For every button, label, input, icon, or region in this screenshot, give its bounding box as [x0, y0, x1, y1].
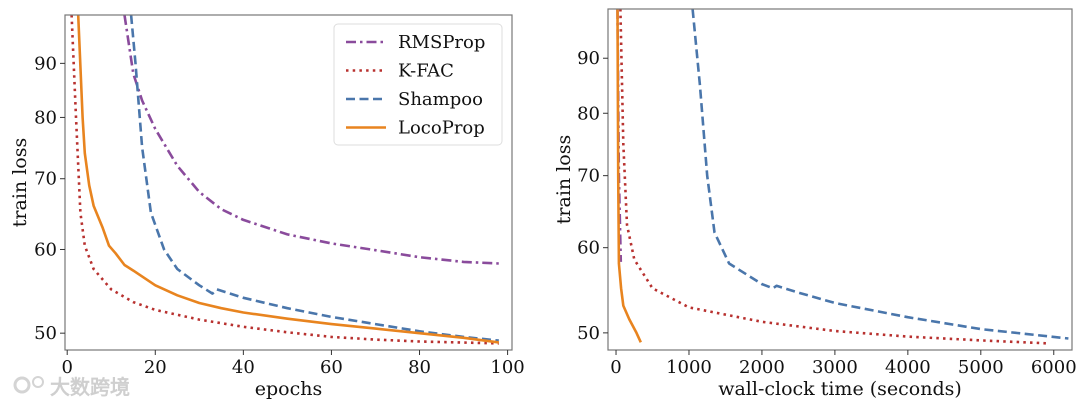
series-line-shampoo [129, 15, 499, 342]
x-axis-label: epochs [255, 378, 322, 400]
series-line-k-fac [619, 9, 1047, 345]
x-tick-label: 6000 [1031, 357, 1077, 378]
y-tick-label: 60 [577, 238, 600, 259]
x-tick-label: 5000 [958, 357, 1004, 378]
chart-2: 0 1000 2000 3000 4000 5000 6000 50 60 70 80 90 wall-… [553, 8, 1077, 400]
plot-frame [64, 14, 513, 351]
legend-label-rmsprop: RMSProp [398, 32, 485, 53]
y-axis-label: train loss [9, 138, 31, 227]
x-tick-label: 3000 [812, 357, 858, 378]
legend-box [333, 23, 503, 146]
watermark-text: 大数跨境 [50, 375, 130, 399]
y-tick-label: 90 [34, 53, 57, 74]
legend-label-k-fac: K-FAC [398, 61, 454, 82]
x-tick-label: 40 [232, 357, 255, 378]
y-tick-label: 70 [34, 169, 57, 190]
legend: RMSProp K-FAC Shampoo LocoProp [333, 23, 503, 146]
y-tick-label: 90 [577, 48, 600, 69]
x-tick-label: 60 [320, 357, 343, 378]
x-axis-label: wall-clock time (seconds) [718, 378, 962, 400]
y-tick-label: 50 [577, 323, 600, 344]
x-tick-label: 20 [144, 357, 167, 378]
legend-label-locoprop: LocoProp [398, 118, 485, 139]
y-tick-label: 70 [577, 166, 600, 187]
y-tick-label: 60 [34, 239, 57, 260]
x-tick-label: 0 [61, 357, 72, 378]
x-tick-label: 80 [408, 357, 431, 378]
x-tick-label: 1000 [666, 357, 712, 378]
x-tick-label: 2000 [739, 357, 785, 378]
y-axis-label: train loss [553, 135, 575, 224]
legend-label-shampoo: Shampoo [398, 89, 483, 110]
series-line-k-fac [70, 15, 499, 345]
y-tick-label: 80 [34, 107, 57, 128]
x-tick-label: 4000 [885, 357, 931, 378]
series-line-shampoo [691, 9, 1069, 340]
series-line-locoprop [616, 9, 642, 343]
x-tick-label: 100 [490, 357, 524, 378]
series-line-locoprop [76, 15, 499, 344]
x-tick-label: 0 [610, 357, 621, 378]
plot-frame [607, 8, 1073, 351]
y-tick-label: 50 [34, 323, 57, 344]
watermark-logo-icon [13, 376, 31, 394]
chart-1: 0 20 40 60 80 100 50 60 70 80 90 epochs train loss RM… [9, 14, 525, 400]
watermark: 大数跨境 [13, 375, 130, 399]
y-tick-label: 80 [577, 103, 600, 124]
watermark-logo-icon [32, 376, 44, 388]
